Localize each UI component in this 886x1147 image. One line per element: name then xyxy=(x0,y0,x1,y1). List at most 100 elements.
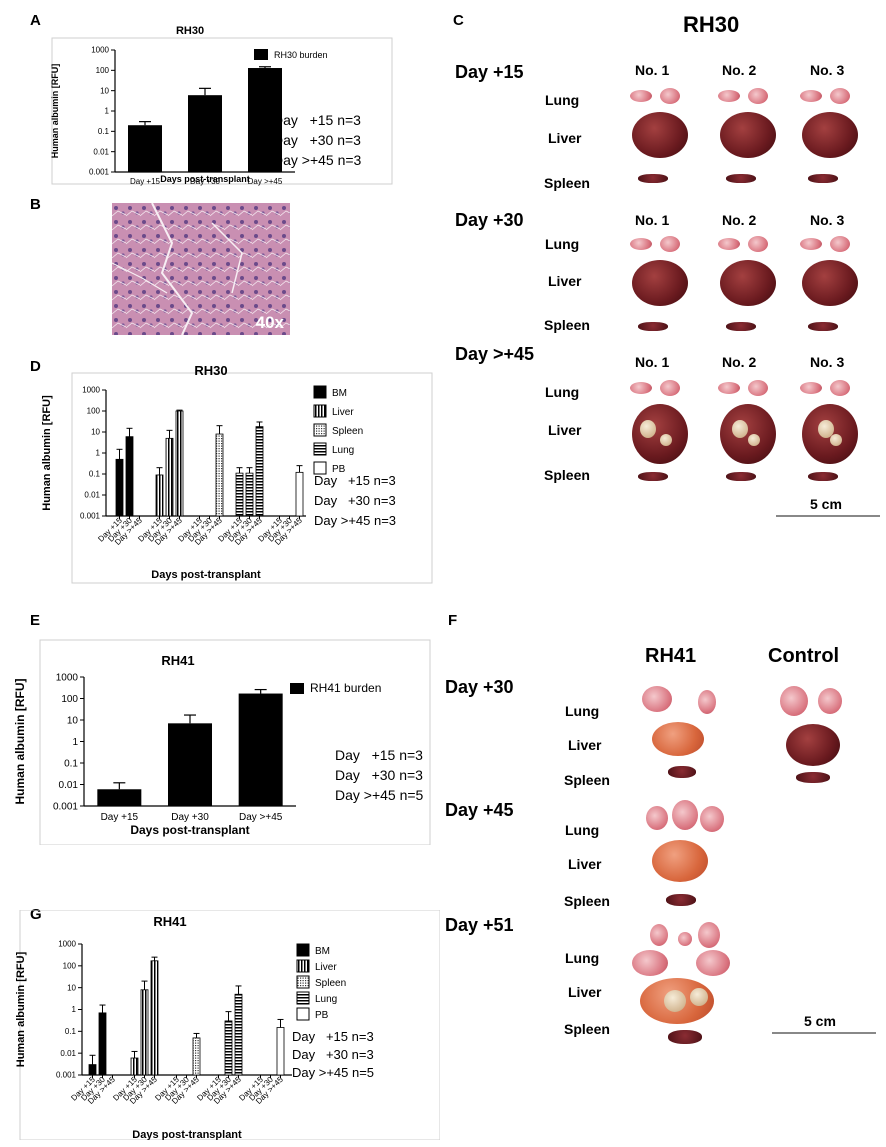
legend-label: Lung xyxy=(332,445,354,456)
y-tick-label: 0.01 xyxy=(84,491,100,500)
y-tick-label: 1 xyxy=(72,1005,77,1014)
x-tick-label: Day >+45 xyxy=(248,177,283,186)
bar xyxy=(130,1057,139,1076)
tumor-nodule xyxy=(640,420,656,438)
n-note: Day >+45 n=3 xyxy=(273,152,362,168)
legend-label: RH41 burden xyxy=(310,681,381,695)
panel-f-day-3: Day +51 xyxy=(445,915,514,935)
bar xyxy=(295,471,304,517)
legend-label: Spleen xyxy=(315,978,346,989)
n-note: Day +30 n=3 xyxy=(273,132,361,148)
panel-letter-a: A xyxy=(30,12,41,29)
legend-swatch xyxy=(296,959,310,973)
organ-label-liver: Liver xyxy=(568,737,602,753)
y-tick-label: 100 xyxy=(96,66,110,75)
panel-f-control-header: Control xyxy=(768,645,840,667)
n-note: Day +30 n=3 xyxy=(314,493,396,508)
lung-sample xyxy=(800,90,822,102)
panel-letter-g: G xyxy=(30,906,42,923)
plot-frame xyxy=(51,37,393,185)
panel-c-day-3: Day >+45 xyxy=(455,344,535,364)
lung-sample xyxy=(748,88,768,104)
legend-swatch xyxy=(296,991,310,1005)
panel-c-day-1: Day +15 xyxy=(455,62,524,82)
organ-label-spleen: Spleen xyxy=(564,772,610,788)
lung-sample xyxy=(642,686,672,712)
lung-sample xyxy=(698,690,716,714)
liver-sample xyxy=(720,404,776,464)
spleen-sample xyxy=(638,174,668,183)
y-tick-label: 10 xyxy=(100,86,109,95)
x-tick-label: Day +15 xyxy=(101,812,139,823)
x-tick-label: Day +30 xyxy=(171,812,209,823)
lung-sample xyxy=(660,88,680,104)
liver-sample xyxy=(786,724,840,766)
panel-c-col-3: No. 3 xyxy=(810,212,845,228)
bar xyxy=(175,410,184,517)
legend-label: PB xyxy=(315,1010,329,1021)
y-tick-label: 0.001 xyxy=(89,168,110,177)
organ-label-liver: Liver xyxy=(548,422,582,438)
tumor-nodule xyxy=(818,420,834,438)
lung-sample xyxy=(678,932,692,946)
organ-label-spleen: Spleen xyxy=(564,1021,610,1037)
chart-title: RH30 xyxy=(194,363,227,378)
y-tick-label: 1 xyxy=(96,449,101,458)
bar xyxy=(248,68,282,172)
panel-c-col-2: No. 2 xyxy=(722,212,757,228)
chart-e: RH41 1000 100 10 1 0.1 0.01 0.001 Human albumin … xyxy=(13,639,431,845)
legend-label: BM xyxy=(332,388,347,399)
bar xyxy=(140,989,149,1076)
lung-sample xyxy=(780,686,808,716)
tumor-nodule xyxy=(660,434,672,446)
organ-label-lung: Lung xyxy=(565,950,600,966)
organ-label-spleen: Spleen xyxy=(544,175,590,191)
scale-bar xyxy=(776,515,880,517)
legend-swatch xyxy=(313,385,327,399)
bar xyxy=(245,472,254,517)
lung-sample xyxy=(830,380,850,396)
panel-letter-f: F xyxy=(448,612,458,629)
panel-c-col-2: No. 2 xyxy=(722,62,757,78)
y-tick-label: 1000 xyxy=(56,672,79,683)
y-tick-label: 1000 xyxy=(91,46,109,55)
bar xyxy=(115,458,124,517)
spleen-sample xyxy=(668,1030,702,1044)
panel-f-day-1: Day +30 xyxy=(445,677,514,697)
lung-sample xyxy=(748,236,768,252)
lung-sample xyxy=(650,924,668,946)
legend-swatch xyxy=(254,49,268,60)
panel-c-title: RH30 xyxy=(683,12,740,37)
lung-sample xyxy=(630,90,652,102)
spleen-sample xyxy=(726,472,756,481)
panel-letter-c: C xyxy=(453,12,464,29)
histology-image: 40x xyxy=(112,203,290,335)
panel-c-col-3: No. 3 xyxy=(810,62,845,78)
liver-sample xyxy=(632,112,688,158)
y-tick-label: 0.001 xyxy=(53,801,78,812)
x-axis-label: Days post-transplant xyxy=(132,1129,242,1140)
plot-frame xyxy=(39,639,431,845)
spleen-sample xyxy=(666,894,696,906)
legend-swatch xyxy=(296,975,310,989)
bar xyxy=(235,472,244,517)
liver-sample xyxy=(652,840,708,882)
bar xyxy=(97,789,142,806)
n-note: Day >+45 n=5 xyxy=(335,787,424,803)
y-tick-label: 0.01 xyxy=(93,147,109,156)
lung-sample xyxy=(660,236,680,252)
panel-c-col-1: No. 1 xyxy=(635,62,670,78)
lung-sample xyxy=(696,950,730,976)
plot-frame xyxy=(19,910,440,1140)
panel-c-col-3: No. 3 xyxy=(810,354,845,370)
panel-letter-e: E xyxy=(30,612,41,629)
bar xyxy=(168,723,212,806)
bar xyxy=(234,993,243,1076)
y-tick-label: 0.01 xyxy=(59,780,79,791)
magnification-label: 40x xyxy=(255,313,284,332)
panel-letter-b: B xyxy=(30,196,41,213)
spleen-sample xyxy=(808,174,838,183)
bar xyxy=(238,693,283,806)
n-note: Day >+45 n=5 xyxy=(292,1065,374,1080)
y-axis-label: Human albumin [RFU] xyxy=(13,679,27,805)
